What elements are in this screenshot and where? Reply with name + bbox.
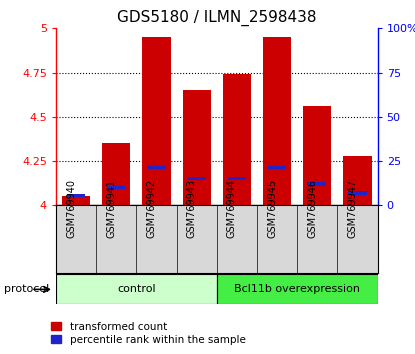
Bar (142, 37, 171, 205)
Bar (107, 186, 125, 189)
Bar (67, 194, 85, 197)
Bar (188, 177, 206, 180)
Bar (268, 166, 286, 169)
Text: GSM769940: GSM769940 (66, 179, 76, 238)
Bar (228, 177, 246, 180)
Bar (303, 106, 332, 205)
Text: GSM769947: GSM769947 (347, 179, 358, 238)
Bar (308, 183, 327, 185)
Text: GSM769945: GSM769945 (267, 179, 277, 238)
Text: GSM769942: GSM769942 (146, 179, 156, 238)
Bar (56, 274, 217, 304)
Text: GSM769944: GSM769944 (227, 179, 237, 238)
Bar (223, 74, 251, 205)
Text: GSM769946: GSM769946 (308, 179, 317, 238)
Text: GSM769943: GSM769943 (187, 179, 197, 238)
Title: GDS5180 / ILMN_2598438: GDS5180 / ILMN_2598438 (117, 9, 317, 25)
Legend: transformed count, percentile rank within the sample: transformed count, percentile rank withi… (47, 317, 250, 349)
Bar (349, 191, 367, 194)
Bar (147, 166, 166, 169)
Bar (62, 196, 90, 205)
Text: control: control (117, 284, 156, 295)
Bar (183, 90, 211, 205)
Text: Bcl11b overexpression: Bcl11b overexpression (234, 284, 360, 295)
Bar (102, 143, 130, 205)
Bar (263, 37, 291, 205)
Bar (344, 156, 371, 205)
Text: protocol: protocol (4, 284, 49, 295)
Text: GSM769941: GSM769941 (106, 179, 116, 238)
Bar (217, 274, 378, 304)
